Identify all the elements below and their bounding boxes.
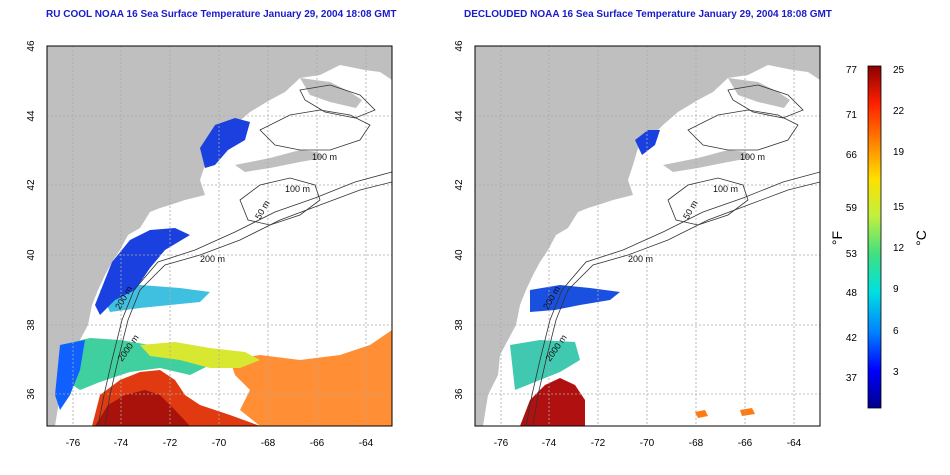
x-tick-label: -68 [689,438,704,449]
fahrenheit-tick: 66 [846,150,858,161]
contour-label: 100 m [740,152,765,162]
x-tick-label: -66 [738,438,753,449]
land-mass [475,46,820,426]
x-tick-label: -72 [591,438,606,449]
y-tick-label: 36 [26,388,37,400]
celsius-tick: 22 [893,106,905,117]
x-tick-label: -68 [261,438,276,449]
celsius-tick: 25 [893,65,905,76]
x-tick-label: -64 [359,438,374,449]
fahrenheit-tick: 48 [846,288,858,299]
x-tick-label: -74 [114,438,129,449]
y-tick-label: 44 [26,110,37,122]
celsius-tick: 3 [893,367,899,378]
x-tick-label: -76 [66,438,81,449]
contour-label: 100 m [285,184,310,194]
fahrenheit-tick: 59 [846,203,858,214]
fahrenheit-tick: 53 [846,249,858,260]
right-panel-title: DECLOUDED NOAA 16 Sea Surface Temperatur… [464,9,832,20]
celsius-axis-label: °C [913,230,929,246]
sst-cold-region [95,228,190,315]
y-tick-label: 38 [26,319,37,331]
y-tick-label: 40 [454,249,465,261]
y-tick-label: 42 [454,179,465,191]
y-tick-label: 44 [454,110,465,122]
x-tick-label: -66 [310,438,325,449]
x-tick-label: -76 [494,438,509,449]
fahrenheit-tick: 42 [846,333,858,344]
left-map: 100 m 100 m 50 m 200 m 200 m 2000 m -76 … [26,40,393,449]
contour-label: 100 m [312,152,337,162]
y-tick-label: 42 [26,179,37,191]
left-panel-title: RU COOL NOAA 16 Sea Surface Temperature … [46,9,397,20]
x-tick-label: -64 [787,438,802,449]
y-tick-label: 36 [454,388,465,400]
celsius-tick: 19 [893,147,905,158]
colorbar: 77 71 66 59 53 48 42 37 25 22 19 15 12 9… [829,65,929,409]
contour-label: 200 m [628,254,653,264]
fahrenheit-tick: 77 [846,65,858,76]
y-tick-label: 46 [454,40,465,52]
celsius-tick: 12 [893,243,905,254]
x-tick-label: -70 [212,438,227,449]
land-mass [47,46,392,426]
fahrenheit-tick: 37 [846,373,858,384]
right-map: 100 m 100 m 50 m 200 m 200 m 2000 m -76 … [454,40,821,449]
contour-label: 200 m [200,254,225,264]
x-tick-label: -74 [542,438,557,449]
celsius-tick: 15 [893,202,905,213]
fahrenheit-tick: 71 [846,110,858,121]
celsius-tick: 6 [893,326,899,337]
celsius-tick: 9 [893,284,899,295]
sst-warm-region [520,378,585,426]
y-tick-label: 46 [26,40,37,52]
y-tick-label: 38 [454,319,465,331]
y-tick-label: 40 [26,249,37,261]
sst-cold-region [530,285,620,312]
x-tick-label: -70 [640,438,655,449]
fahrenheit-axis-label: °F [829,231,845,245]
x-tick-label: -72 [163,438,178,449]
contour-label: 100 m [713,184,738,194]
